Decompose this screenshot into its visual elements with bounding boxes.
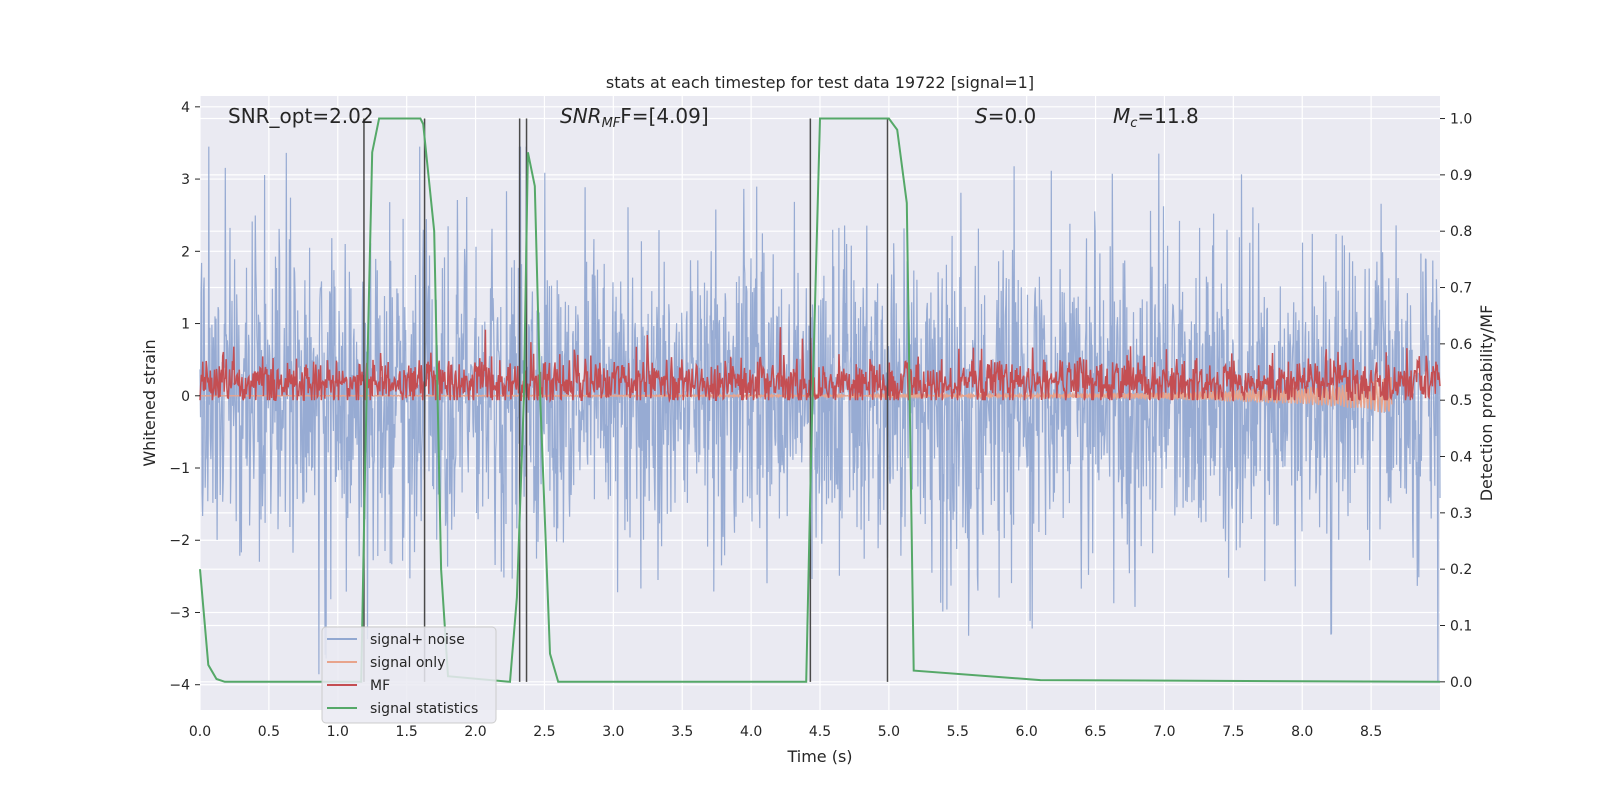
x-tick-label-13: 6.5 [1084,724,1106,740]
y-tick-label-1: 3 [181,172,190,188]
y-tick-label-2: 2 [181,244,190,260]
x-tick-label-16: 8.0 [1291,724,1313,740]
chart-title: stats at each timestep for test data 197… [606,73,1034,92]
x-tick-label-0: 0.0 [189,724,211,740]
series-mf-line [199,327,1441,404]
series-signal-noise [199,146,1441,682]
x-tick-label-6: 3.0 [602,724,624,740]
y-axis-left-ticks: 4 3 2 1 0 −1 −2 −3 −4 [169,100,200,694]
series-signal-statistics [199,117,1441,683]
y2-axis-label: Detection probability/MF [1477,305,1496,502]
y2-tick-label-5: 0.5 [1450,393,1472,409]
y2-tick-label-4: 0.6 [1450,337,1472,353]
x-tick-label-12: 6.0 [1016,724,1038,740]
x-tick-label-7: 3.5 [671,724,693,740]
x-tick-label-3: 1.5 [396,724,418,740]
y-tick-label-6: −2 [169,533,190,549]
annotation-s: S=0.0 [975,104,1036,128]
y-axis-right-ticks: 1.0 0.9 0.8 0.7 0.6 0.5 0.4 0.3 0.2 0.1 0.0 [1440,112,1472,691]
x-tick-label-10: 5.0 [878,724,900,740]
y2-tick-label-8: 0.2 [1450,562,1472,578]
x-tick-label-11: 5.5 [947,724,969,740]
y2-tick-label-10: 0.0 [1450,675,1472,691]
x-axis-ticks: 0.0 0.5 1.0 1.5 2.0 2.5 3.0 3.5 4.0 4.5 5.0 5.5 6.0 6… [189,724,1382,740]
y-tick-label-4: 0 [181,389,190,405]
x-tick-label-14: 7.0 [1153,724,1175,740]
x-axis-label: Time (s) [786,747,852,766]
y2-tick-label-2: 0.8 [1450,224,1472,240]
x-tick-label-5: 2.5 [533,724,555,740]
x-tick-label-15: 7.5 [1222,724,1244,740]
x-tick-label-2: 1.0 [327,724,349,740]
legend-label-signal-noise: signal+ noise [370,632,465,648]
y-axis-label: Whitened strain [140,339,159,466]
y-tick-label-0: 4 [181,100,190,116]
y2-tick-label-6: 0.4 [1450,450,1472,466]
y-tick-label-8: −4 [169,678,190,694]
annotation-snr-opt: SNR_opt=2.02 [228,104,374,128]
x-tick-label-8: 4.0 [740,724,762,740]
series-mf [199,327,1441,404]
y2-tick-label-0: 1.0 [1450,112,1472,128]
y-tick-label-3: 1 [181,317,190,333]
series-signal-statistics-line [199,117,1441,683]
annotation-snr-mf: SNRMFF=[4.09] [560,104,709,131]
x-tick-label-1: 0.5 [258,724,280,740]
x-tick-label-4: 2.0 [464,724,486,740]
y2-tick-label-3: 0.7 [1450,281,1472,297]
y2-tick-label-1: 0.9 [1450,168,1472,184]
series-signal-noise-line [199,146,1441,682]
y2-tick-label-9: 0.1 [1450,619,1472,635]
x-tick-label-9: 4.5 [809,724,831,740]
legend-label-mf: MF [370,678,390,694]
legend-label-signal-only: signal only [370,655,445,671]
y-tick-label-7: −3 [169,605,190,621]
legend: signal+ noise signal only MF signal stat… [321,626,497,724]
y2-tick-label-7: 0.3 [1450,506,1472,522]
legend-label-signal-statistics: signal statistics [370,701,478,717]
x-tick-label-17: 8.5 [1360,724,1382,740]
legend-box [321,626,497,724]
annotation-mc: Mc=11.8 [1113,104,1199,131]
y-tick-label-5: −1 [169,461,190,477]
